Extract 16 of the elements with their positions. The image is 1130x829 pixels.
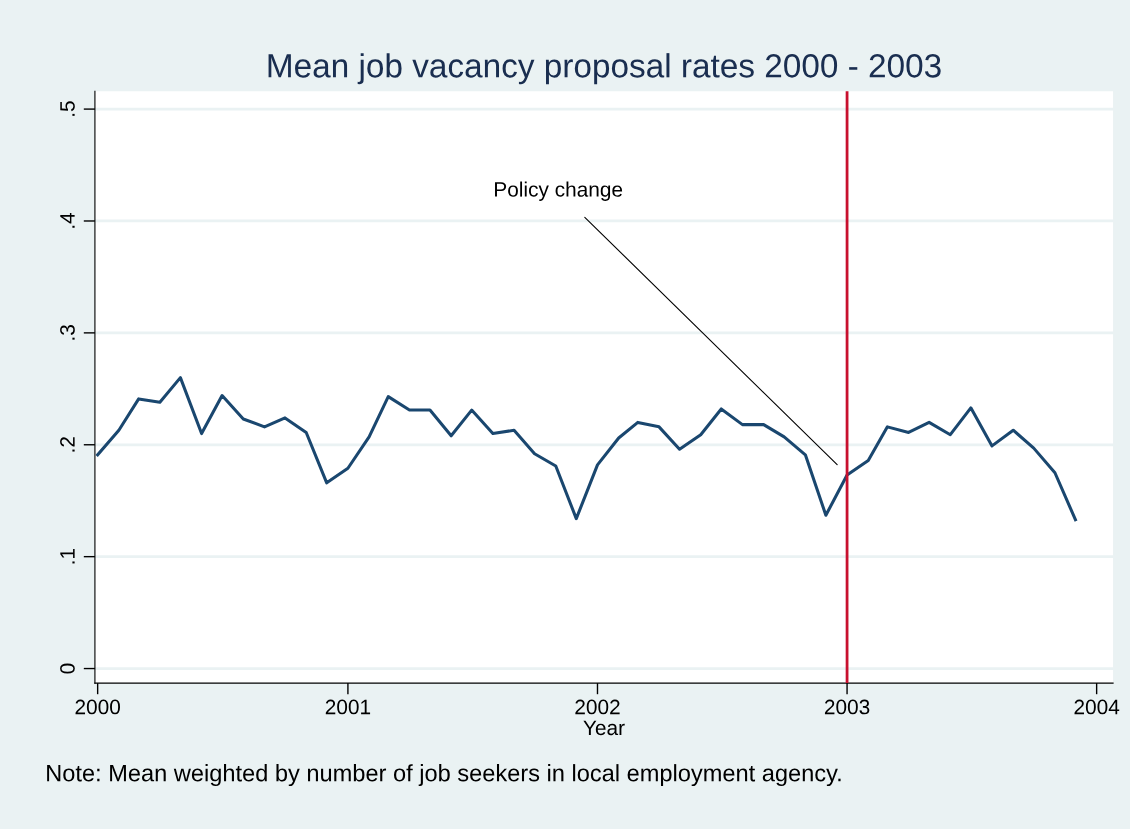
x-tick-label: 2004 [1074,699,1120,715]
x-tick-label: 2003 [824,699,870,715]
x-tick-label: 2002 [575,699,620,715]
y-tick-label: 0 [60,663,75,674]
y-tick-label: .1 [60,548,75,564]
line-series [96,376,1077,522]
text: Note: Mean weighted by number of job seekers in local employment agency. [47,764,841,787]
annotation: Policy change [495,181,623,201]
y-tick-label: .5 [60,101,75,116]
y-tick-label: .4 [60,212,75,228]
x-tick-label: 2000 [75,699,121,715]
x-axis-title: Year [583,720,625,736]
chart-title: Mean job vacancy proposal rates 2000 - 2003 [268,53,941,85]
y-tick-label: .2 [60,437,75,452]
y-tick-label: .3 [60,325,75,340]
x-tick-label: 2001 [325,699,371,715]
